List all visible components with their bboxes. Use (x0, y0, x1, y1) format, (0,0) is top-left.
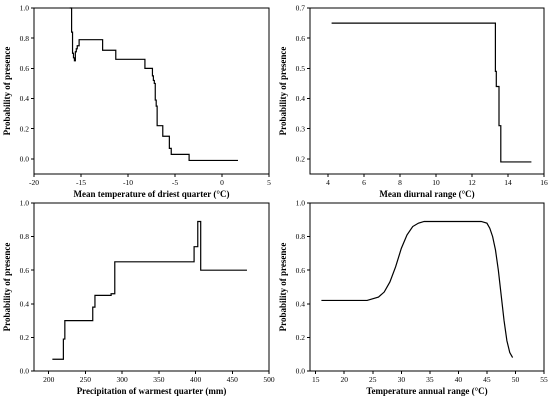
y-tick-label: 0.0 (296, 367, 306, 376)
x-tick-label: 10 (432, 178, 440, 187)
y-tick-label: 0.3 (296, 124, 306, 133)
x-tick-label: 20 (340, 375, 348, 384)
y-tick-label: 1.0 (20, 199, 30, 208)
x-tick-label: 12 (468, 178, 476, 187)
y-tick-label: 0.4 (296, 299, 306, 308)
x-tick-label: 0 (220, 178, 224, 187)
y-tick-label: 0.6 (296, 266, 306, 275)
y-tick-label: 0.0 (20, 155, 30, 164)
x-tick-label: 200 (43, 375, 55, 384)
y-tick-label: 0.8 (20, 34, 30, 43)
x-tick-label: 45 (483, 375, 491, 384)
y-tick-label: 0.2 (296, 155, 306, 164)
x-tick-label: -15 (76, 178, 86, 187)
x-tick-label: 6 (362, 178, 366, 187)
y-tick-label: 0.4 (20, 94, 30, 103)
x-axis-title: Temperature annual range (°C) (366, 386, 487, 396)
x-tick-label: 55 (540, 375, 548, 384)
y-axis-title: Probability of presence (278, 243, 288, 332)
y-axis-title: Probability of presence (2, 243, 12, 332)
response-curve (69, 7, 238, 162)
x-tick-label: 5 (267, 178, 271, 187)
x-tick-label: 450 (227, 375, 239, 384)
x-tick-label: 50 (512, 375, 520, 384)
plot-frame (309, 7, 545, 175)
y-tick-label: 0.6 (296, 34, 306, 43)
chart-panel-2: 4 6 8 10 12 14 16 0.2 0.3 0.4 0.5 0.6 0.7 Mean diurna… (278, 4, 548, 199)
y-tick-label: 0.4 (20, 299, 30, 308)
x-tick-label: 300 (117, 375, 129, 384)
y-tick-label: 0.7 (296, 4, 306, 13)
plot-frame (33, 202, 270, 372)
x-tick-label: -10 (123, 178, 133, 187)
x-tick-label: 400 (190, 375, 202, 384)
x-axis-title: Mean diurnal range (°C) (379, 189, 474, 199)
x-tick-label: 16 (540, 178, 548, 187)
y-axis-title: Probability of presence (2, 47, 12, 136)
x-tick-label: 500 (263, 375, 275, 384)
x-tick-label: 8 (398, 178, 402, 187)
response-curve (321, 220, 514, 358)
x-axis-title: Precipitation of warmest quarter (mm) (77, 386, 227, 396)
x-tick-label: 40 (455, 375, 463, 384)
x-tick-label: -5 (172, 178, 178, 187)
y-tick-label: 0.8 (296, 232, 306, 241)
y-tick-label: 0.2 (296, 333, 306, 342)
x-tick-label: -20 (29, 178, 39, 187)
y-tick-label: 0.0 (20, 367, 30, 376)
x-tick-label: 25 (369, 375, 377, 384)
y-tick-label: 1.0 (20, 4, 30, 13)
y-tick-label: 0.6 (20, 64, 30, 73)
plot-frame (33, 7, 270, 175)
x-tick-label: 30 (398, 375, 406, 384)
response-curve (331, 22, 532, 163)
chart-panel-4: 15 20 25 30 35 40 45 50 55 0.0 0.2 0.4 0.6 0.8 1.0 Temp… (278, 199, 548, 396)
plot-frame (309, 202, 545, 372)
y-tick-label: 0.2 (20, 124, 30, 133)
x-tick-label: 4 (326, 178, 330, 187)
x-tick-label: 14 (504, 178, 512, 187)
x-tick-label: 250 (80, 375, 92, 384)
y-tick-label: 0.6 (20, 266, 30, 275)
x-tick-label: 35 (426, 375, 434, 384)
y-tick-label: 0.5 (296, 64, 306, 73)
chart-panel-3: 200 250 300 350 400 450 500 0.0 0.2 0.4 0.6 0.8 1.0 P… (2, 199, 275, 396)
chart-panel-1: -20 -15 -10 -5 0 5 0.0 0.2 0.4 0.6 0.8 1.0 Mean temp… (2, 4, 271, 199)
y-tick-label: 0.4 (296, 94, 306, 103)
y-tick-label: 0.2 (20, 333, 30, 342)
x-tick-label: 15 (312, 375, 320, 384)
x-tick-label: 350 (153, 375, 165, 384)
y-tick-label: 0.8 (20, 232, 30, 241)
y-tick-label: 1.0 (296, 199, 306, 208)
y-axis-title: Probability of presence (278, 47, 288, 136)
response-curve (52, 220, 247, 360)
x-axis-title: Mean temperature of driest quarter (°C) (74, 189, 230, 199)
